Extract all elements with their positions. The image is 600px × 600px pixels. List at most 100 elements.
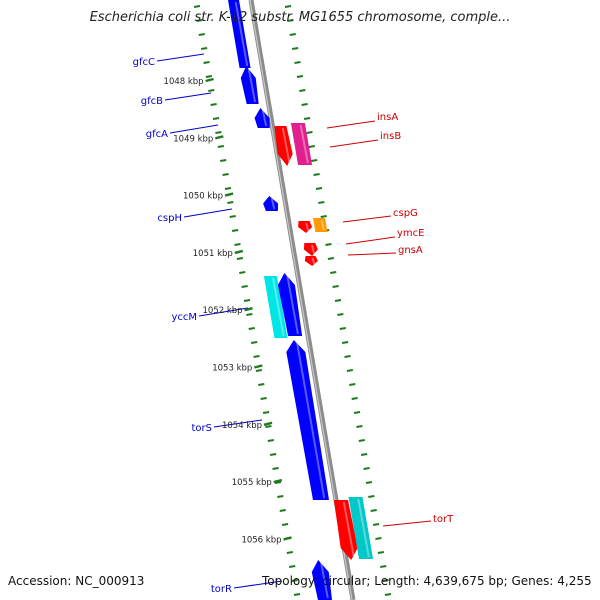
tick-dot-left xyxy=(248,327,255,330)
tick-dot-right xyxy=(294,61,301,64)
label-cspG: cspG xyxy=(393,208,418,219)
scale-tick-label: 1056 kbp xyxy=(241,535,281,545)
gene-gnsA-shade xyxy=(311,257,316,265)
label-gnsA: gnsA xyxy=(398,245,423,256)
gene-gfcA xyxy=(254,108,270,128)
gene-gfcC xyxy=(228,0,251,68)
label-insA-leader xyxy=(326,120,376,129)
scale-tick-label: 1048 kbp xyxy=(164,77,204,87)
gene-ymcE-shade xyxy=(311,244,316,255)
gene-torT-red xyxy=(334,500,358,560)
tick-dot-right xyxy=(289,33,296,36)
gene-insB-shade xyxy=(299,124,309,164)
tick-dot-left xyxy=(262,411,270,414)
tick-dot-right xyxy=(349,383,356,386)
gene-labels: gfcC gfcB gfcA cspH yccM torS torR insA insB cspG… xyxy=(133,57,455,595)
tick-dot-left xyxy=(210,103,217,106)
label-gfcC: gfcC xyxy=(133,57,155,68)
tick-dot-left xyxy=(272,467,279,470)
label-insA: insA xyxy=(377,112,398,123)
gene-ymcE xyxy=(303,243,318,256)
gene-yccM-shade xyxy=(286,274,299,335)
label-gfcA: gfcA xyxy=(146,129,168,140)
scale-tick-label: 1050 kbp xyxy=(183,192,223,202)
gene-torT-shade xyxy=(357,498,370,558)
tick-dot-left xyxy=(241,285,248,288)
gene-cspH-body xyxy=(263,196,279,211)
gene-cspG-red xyxy=(298,221,313,233)
gene-ymcE-body xyxy=(303,243,318,256)
tick-dot-right xyxy=(301,103,308,106)
gene-gnsA-body xyxy=(304,256,318,266)
scale-tick-label: 1052 kbp xyxy=(203,306,243,316)
tick-dot-right xyxy=(334,299,342,302)
tick-dot-left xyxy=(224,187,232,190)
gene-yccM-cyan xyxy=(263,276,288,338)
tick-dot-left xyxy=(220,159,227,162)
gene-yccM-cyan-shade xyxy=(272,277,285,337)
scale-tick-label: 1055 kbp xyxy=(232,478,272,488)
label-gfcB-leader xyxy=(164,92,212,101)
tick-dot-left xyxy=(215,131,222,134)
gene-yccM xyxy=(277,273,303,336)
gene-cspG-body xyxy=(313,218,328,232)
scale-tick-label: 1049 kbp xyxy=(173,134,213,144)
gene-gnsA xyxy=(304,256,318,266)
gene-cspG xyxy=(313,218,328,232)
accession-text: Accession: NC_000913 xyxy=(8,574,145,588)
tick-dot-left xyxy=(203,61,210,64)
label-yccM-leader xyxy=(198,307,249,317)
gene-cspG-red-shade xyxy=(305,222,310,232)
gene-torS-body xyxy=(286,340,329,500)
topology-text: Topology: circular; Length: 4,639,675 bp… xyxy=(262,574,592,588)
scale-tick-label: 1054 kbp xyxy=(222,421,262,431)
label-insB: insB xyxy=(380,131,401,142)
tick-dot-left xyxy=(293,593,301,596)
label-cspG-leader xyxy=(342,215,392,223)
tick-dot-right xyxy=(372,523,380,526)
tick-dot-left xyxy=(227,201,234,204)
gene-gfcB xyxy=(240,66,259,104)
tick-dot-left xyxy=(212,117,220,120)
tick-dot-right xyxy=(363,467,370,470)
tick-dot-right xyxy=(384,593,392,596)
tick-dot-right xyxy=(370,509,377,512)
tick-dot-right xyxy=(341,341,349,344)
tick-dot-right xyxy=(296,75,304,78)
tick-dot-left xyxy=(291,579,298,582)
tick-dot-right xyxy=(327,257,335,260)
tick-dot-right xyxy=(382,579,389,582)
tick-dot-right xyxy=(365,481,373,484)
gene-cspH xyxy=(263,196,279,211)
gene-gfcC-shade xyxy=(234,1,249,67)
gene-gfcC-body xyxy=(228,0,251,68)
gene-insA-shade xyxy=(281,127,291,165)
tick-dot-right xyxy=(361,453,368,456)
gene-gfcB-shade xyxy=(247,67,257,103)
tick-dot-right xyxy=(344,355,351,358)
gene-cspH-shade xyxy=(270,197,276,210)
tick-dot-right xyxy=(380,565,387,568)
tick-dot-left xyxy=(196,19,203,22)
tick-dot-right xyxy=(332,285,339,288)
gene-insA xyxy=(274,126,293,166)
gene-cspG-shade xyxy=(320,219,325,231)
tick-dot-right xyxy=(311,159,318,162)
scale-tick-mark xyxy=(224,192,234,197)
tick-dot-right xyxy=(299,89,306,92)
tick-dot-right xyxy=(318,201,325,204)
label-torS: torS xyxy=(192,423,213,434)
tick-dot-right xyxy=(353,411,361,414)
scale-tick-mark xyxy=(215,135,224,140)
tick-dot-right xyxy=(339,327,346,330)
gene-insB xyxy=(290,123,313,165)
tick-dot-left xyxy=(274,481,282,484)
gene-torS xyxy=(286,340,329,500)
tick-dot-left xyxy=(250,341,258,344)
tick-dot-right xyxy=(358,439,365,442)
label-torS-leader xyxy=(213,419,263,428)
tick-dot-left xyxy=(217,145,224,148)
label-torT: torT xyxy=(433,514,454,525)
gene-yccM-body xyxy=(277,273,303,336)
